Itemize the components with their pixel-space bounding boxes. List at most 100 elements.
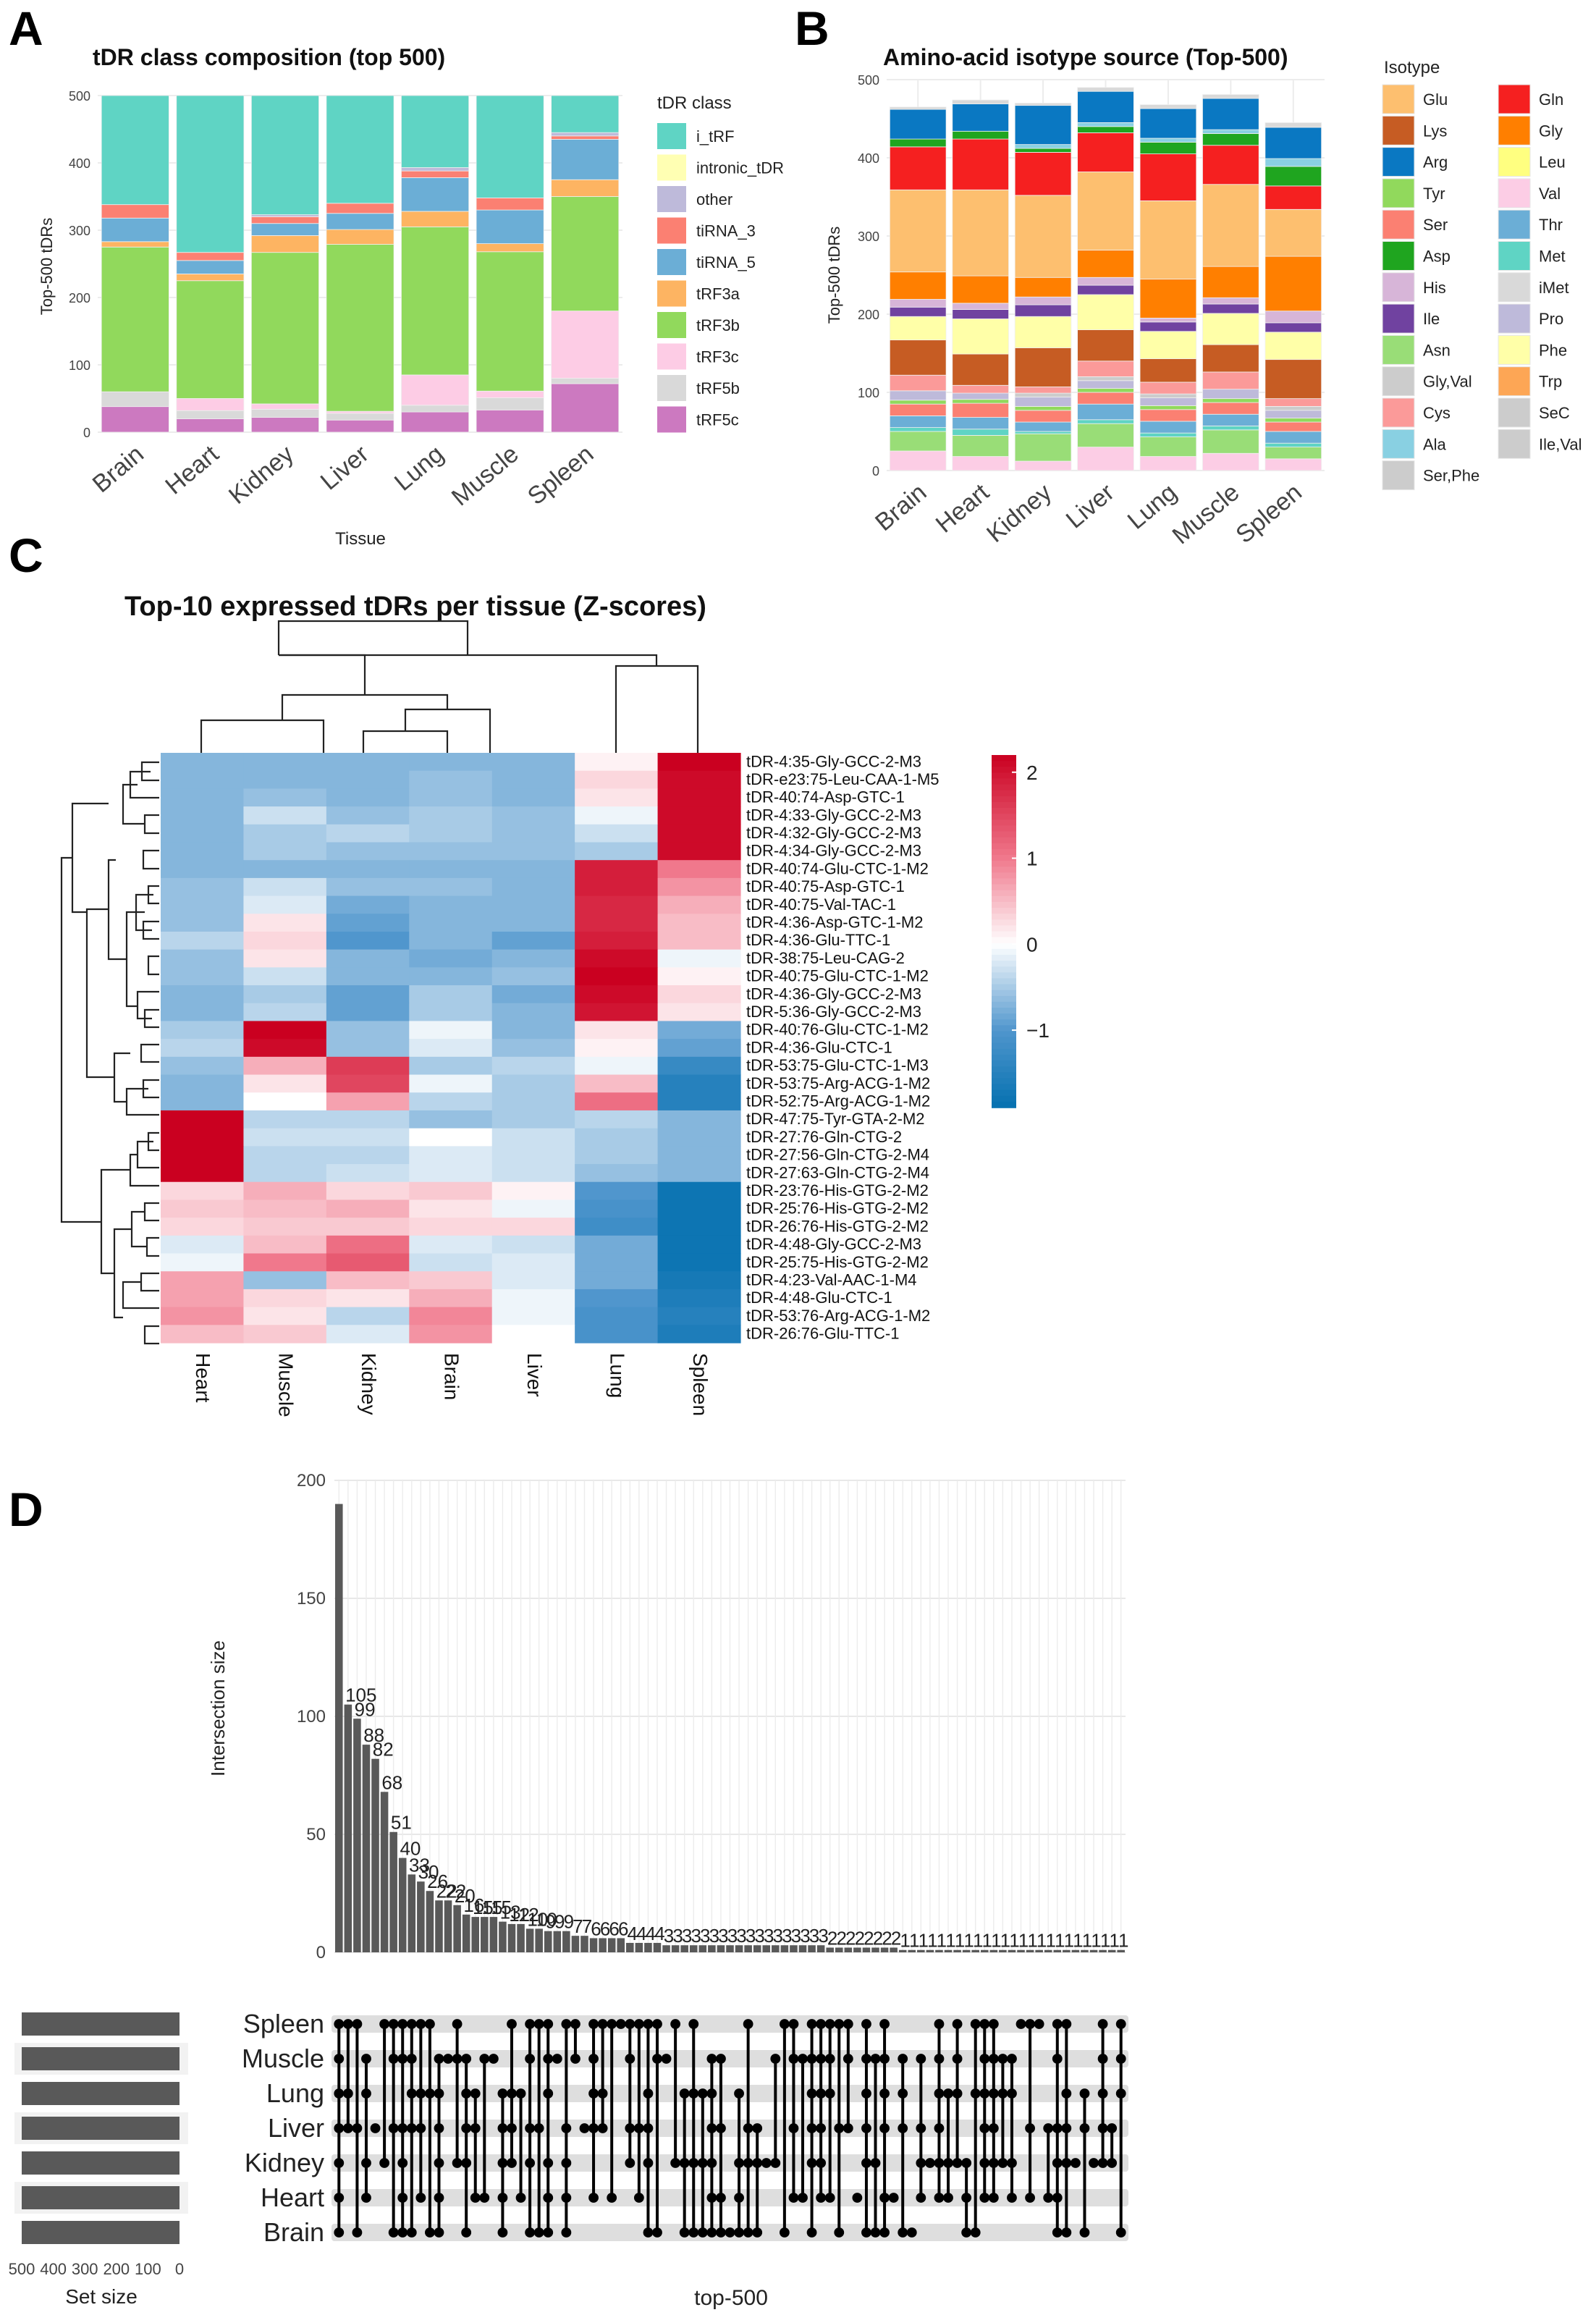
bar-heart-trf5c [176,418,245,433]
colorbar-segment [992,1095,1016,1102]
matrix-dot [434,2193,444,2203]
legend-label-lys: Lys [1423,122,1447,140]
heatmap-cell [491,1181,575,1201]
intersection-bar [926,1949,934,1952]
bar-heart-trf3a [176,274,245,282]
legend-swatch-tirna_5 [657,249,686,275]
matrix-dot [452,2019,463,2029]
heatmap-cell [657,1146,741,1165]
bar-lung-gly [1139,278,1197,319]
intersection-bar-label: 9 [564,1911,574,1933]
intersection-bar [735,1945,743,1952]
heatmap-cell [575,1325,659,1344]
legend-swatch-gln [1498,84,1531,114]
bar-liver-tirna-3 [326,203,394,214]
legend-swatch-glu [1382,84,1415,114]
bar-kidney-asn [1014,433,1072,462]
matrix-dot [852,2193,863,2203]
chart-d-xlabel: top-500 [694,2286,768,2310]
bar-kidney-i-trf [250,95,319,216]
legend-swatch-pro [1498,303,1531,334]
matrix-dot [397,2158,408,2168]
bar-heart-trf3c [176,398,245,411]
heatmap-cell [657,967,741,986]
heatmap-row-label: tDR-52:75-Arg-ACG-1-M2 [746,1092,930,1110]
bar-liver-gly [1077,250,1134,278]
intersection-bar [772,1945,780,1952]
heatmap-cell [575,1199,659,1218]
matrix-dot [988,2158,999,2168]
matrix-dot [588,2193,599,2203]
heatmap-cell [409,1021,493,1040]
ytick-label-0: 0 [316,1943,326,1962]
intersection-bar-label: 16 [463,1894,484,1916]
matrix-dot [834,2123,845,2133]
matrix-dot [415,2019,426,2029]
matrix-dot [770,2054,781,2064]
matrix-dot [979,2123,990,2133]
matrix-dot [988,2054,999,2064]
bar-lung-val [1139,456,1197,471]
legend-label-cys: Cys [1423,404,1451,422]
heatmap-cell [161,967,245,986]
ytick-label-50: 50 [306,1825,326,1844]
matrix-dot [1097,2158,1108,2168]
colorbar-segment [992,972,1016,979]
chart-b-legend: Glu Lys Arg Tyr Ser Asp His Ile Asn Gly,Val Cys Ala… [1382,84,1582,491]
matrix-dot [379,2158,390,2168]
bar-kidney-ser [1014,410,1072,423]
bar-muscle-tirna-5 [476,209,544,245]
bar-muscle-trf3a [476,243,544,253]
matrix-dot [552,2054,562,2064]
matrix-dot [806,2158,817,2168]
intersection-bar-label: 4 [628,1923,638,1944]
intersection-bar [371,1758,379,1952]
heatmap-cell [657,753,741,772]
bar-brain-tyr [889,400,947,405]
heatmap-row-label: tDR-27:63-Gln-CTG-2-M4 [746,1163,929,1181]
colorbar-segment [992,848,1016,856]
colorbar-segment [992,937,1016,944]
matrix-dot [697,2227,708,2238]
matrix-dot [1079,2227,1090,2238]
matrix-dot [615,2019,626,2029]
heatmap-cell [575,931,659,950]
legend-swatch-gly [1498,115,1531,146]
heatmap-cell [326,985,410,1004]
matrix-dot [688,2019,699,2029]
bar-heart-his [952,303,1009,310]
heatmap-row-label: tDR-25:76-His-GTG-2-M2 [746,1199,929,1218]
heatmap-cell [161,753,245,772]
heatmap-cell [657,1218,741,1236]
bar-brain-asp [889,138,947,148]
matrix-dot [643,2088,654,2099]
upset-yticks: 0 50 100 150 200 [297,1471,326,1962]
heatmap-row-label: tDR-23:76-His-GTG-2-M2 [746,1181,929,1199]
heatmap-cell [575,1056,659,1076]
matrix-dot [479,2193,490,2203]
heatmap-cell [326,1074,410,1093]
heatmap-cell [657,1325,741,1344]
heatmap-row-label: tDR-5:36-Gly-GCC-2-M3 [746,1003,921,1021]
heatmap-cell [491,931,575,950]
intersection-bar-label: 2 [836,1927,846,1949]
intersection-bar-label: 4 [646,1923,656,1944]
bar-muscle-met [1202,426,1259,431]
matrix-dot [561,2158,572,2168]
heatmap-cell [491,1164,575,1183]
heatmap-cell [491,985,575,1004]
bar-liver-gly-val [1077,376,1134,381]
xtick-label-liver: Liver [316,440,374,495]
colorbar-segment [992,1008,1016,1014]
bar-kidney-cys [1014,387,1072,394]
intersection-bar-label: 2 [891,1927,901,1949]
bar-muscle-imet [1202,94,1259,99]
matrix-dot [461,2158,472,2168]
bar-spleen-thr [1264,431,1322,444]
bar-spleen-other [551,132,620,137]
matrix-dot [434,2088,444,2099]
bar-muscle-trf5c [476,409,544,433]
heatmap-cell [161,1289,245,1308]
heatmap-cell [243,1199,327,1218]
bar-kidney-tyr [1014,406,1072,411]
